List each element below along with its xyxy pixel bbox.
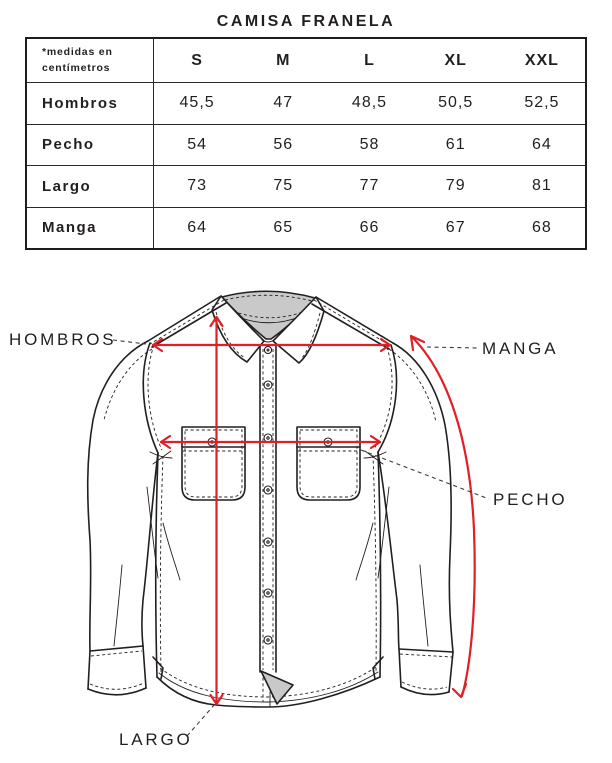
- value-cell: 77: [326, 165, 413, 207]
- manga-label: MANGA: [482, 339, 559, 358]
- row-label-pecho: Pecho: [27, 123, 154, 165]
- pecho-arrow: [159, 434, 382, 450]
- hombros-label: HOMBROS: [9, 330, 117, 349]
- value-cell: 81: [498, 165, 585, 207]
- value-cell: 52,5: [498, 82, 585, 124]
- placket-buttons: [263, 345, 273, 645]
- value-cell: 64: [498, 123, 585, 166]
- manga-arrow: [409, 334, 476, 699]
- value-cell: 68: [498, 206, 585, 249]
- value-cell: 79: [412, 165, 499, 207]
- value-cell: 45,5: [154, 82, 241, 124]
- left-pocket: [181, 426, 246, 501]
- largo-arrow: [209, 315, 224, 706]
- value-cell: 56: [240, 123, 327, 166]
- manga-leader-line: [426, 346, 479, 349]
- shirt-body: [149, 450, 387, 708]
- value-cell: 61: [412, 123, 499, 166]
- value-cell: 47: [240, 82, 327, 124]
- value-cell: 66: [326, 206, 413, 249]
- size-col-m: M: [276, 51, 291, 69]
- value-cell: 58: [326, 123, 413, 166]
- right-pocket: [296, 426, 361, 501]
- value-cell: 54: [154, 123, 241, 166]
- value-cell: 75: [240, 165, 327, 207]
- right-cuff: [398, 648, 454, 696]
- pecho-leader-line: [360, 449, 490, 500]
- value-cell: 73: [154, 165, 241, 207]
- hombros-leader-line: [112, 339, 147, 345]
- row-label-hombros: Hombros: [27, 82, 154, 124]
- value-cell: 64: [154, 206, 241, 249]
- right-sleeve: [373, 342, 454, 653]
- value-cell: 50,5: [412, 82, 499, 124]
- size-table: *medidas en centímetros S M L XL XXL Hom…: [25, 37, 587, 250]
- row-label-largo: Largo: [27, 165, 154, 207]
- row-label-manga: Manga: [27, 206, 154, 248]
- size-col-xl: XL: [444, 51, 467, 69]
- page-title: CAMISA FRANELA: [216, 13, 396, 30]
- largo-label: LARGO: [119, 730, 193, 749]
- size-col-s: S: [191, 51, 203, 69]
- left-sleeve: [86, 340, 163, 652]
- value-cell: 48,5: [326, 82, 413, 124]
- value-cell: 67: [412, 206, 499, 249]
- table-corner-note: *medidas en centímetros: [27, 39, 154, 82]
- value-cell: 65: [240, 206, 327, 249]
- shoulder-yoke: [147, 295, 394, 350]
- size-col-xxl: XXL: [524, 51, 559, 69]
- button-placket: [259, 344, 294, 708]
- hombros-arrow: [151, 337, 392, 353]
- left-cuff: [87, 645, 147, 696]
- size-col-l: L: [364, 51, 375, 69]
- pecho-label: PECHO: [493, 490, 568, 509]
